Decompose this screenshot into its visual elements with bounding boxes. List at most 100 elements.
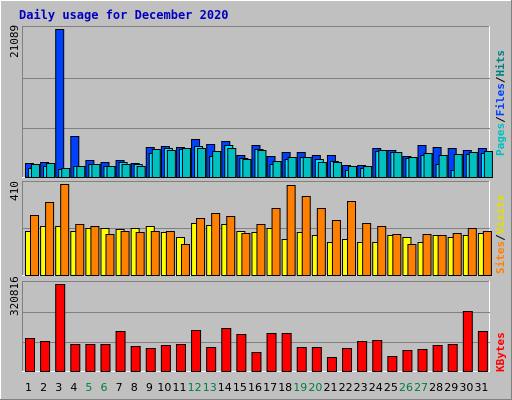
x-tick-day-10: 10: [157, 381, 171, 394]
bar-sites-day-16: [256, 224, 266, 276]
x-tick-day-12: 12: [188, 381, 202, 394]
ymax-label-bottom: 320816: [8, 276, 21, 316]
bar-sites-day-13: [211, 213, 221, 276]
x-tick-day-7: 7: [116, 381, 123, 394]
ymax-label-top: 21089: [8, 25, 21, 58]
bar-sites-day-11: [180, 244, 190, 276]
bar-pages-day-15: [242, 159, 252, 178]
bar-kbytes-day-17: [266, 333, 277, 372]
bar-kbytes-day-8: [130, 346, 141, 372]
bar-kbytes-day-16: [251, 352, 262, 372]
bar-sites-day-19: [301, 196, 311, 276]
x-tick-day-9: 9: [146, 381, 153, 394]
x-tick-day-31: 31: [474, 381, 488, 394]
bar-sites-day-2: [45, 202, 55, 276]
bar-sites-day-31: [482, 231, 492, 276]
x-tick-day-21: 21: [323, 381, 337, 394]
bar-sites-day-12: [196, 218, 206, 276]
bar-kbytes-day-6: [100, 344, 111, 372]
bar-pages-day-12: [197, 148, 207, 178]
bar-kbytes-day-22: [342, 348, 353, 372]
hits-files-pages-panel: [22, 26, 493, 178]
bar-sites-day-3: [60, 184, 70, 276]
legend-middle: Sites/Visits: [494, 195, 507, 275]
legend-sites: Sites: [494, 241, 507, 274]
kbytes-panel: [22, 281, 490, 372]
chart-title: Daily usage for December 2020: [19, 8, 229, 22]
bar-pages-day-11: [181, 148, 191, 178]
x-tick-day-19: 19: [293, 381, 307, 394]
bar-kbytes-day-3: [55, 284, 66, 372]
bar-kbytes-day-19: [296, 347, 307, 372]
bar-kbytes-day-12: [191, 330, 202, 372]
bar-sites-day-15: [241, 233, 251, 276]
x-tick-day-15: 15: [233, 381, 247, 394]
bar-pages-day-18: [287, 157, 297, 178]
ymax-label-middle: 410: [8, 181, 21, 201]
bar-sites-day-21: [331, 220, 341, 276]
bar-sites-day-24: [377, 226, 387, 276]
bar-pages-day-8: [136, 166, 146, 178]
bar-pages-day-21: [332, 162, 342, 178]
bar-sites-day-30: [467, 228, 477, 276]
bar-pages-day-27: [423, 153, 433, 178]
bar-pages-day-23: [363, 166, 373, 178]
visits-sites-panel: [22, 181, 492, 276]
bar-kbytes-day-4: [70, 344, 81, 372]
bar-kbytes-day-31: [477, 331, 488, 372]
bar-kbytes-day-25: [387, 356, 398, 372]
bar-pages-day-29: [453, 154, 463, 178]
bar-kbytes-day-11: [175, 344, 186, 372]
bar-sites-day-17: [271, 208, 281, 276]
bar-pages-day-9: [151, 149, 161, 178]
bar-pages-day-17: [272, 161, 282, 178]
bar-pages-day-6: [106, 166, 116, 178]
x-tick-day-29: 29: [444, 381, 458, 394]
bar-pages-day-16: [257, 150, 267, 178]
bar-sites-day-25: [392, 234, 402, 276]
bar-kbytes-day-9: [145, 348, 156, 372]
bar-pages-day-13: [212, 151, 222, 178]
bar-sites-day-27: [422, 234, 432, 276]
x-tick-day-14: 14: [218, 381, 232, 394]
bar-kbytes-day-20: [311, 347, 322, 372]
x-tick-day-5: 5: [85, 381, 92, 394]
bar-kbytes-day-13: [206, 347, 217, 372]
legend-sep-1: /: [494, 116, 507, 123]
x-tick-day-25: 25: [384, 381, 398, 394]
x-tick-labels: 1 2 3 4 5 6 7 8 9 10 11 12 13 14 15 16 17 18 19 20 21 22 23 24 2…: [25, 381, 488, 394]
bar-kbytes-day-1: [25, 338, 35, 372]
bar-kbytes-day-24: [372, 340, 383, 372]
x-tick-day-23: 23: [354, 381, 368, 394]
bar-pages-day-14: [227, 148, 237, 178]
x-tick-day-16: 16: [248, 381, 262, 394]
bar-sites-day-26: [407, 244, 417, 276]
legend-files: Files: [494, 83, 507, 116]
bar-sites-day-29: [452, 233, 462, 276]
legend-sep-2: /: [494, 76, 507, 83]
bar-sites-day-28: [437, 235, 447, 276]
bar-pages-day-20: [317, 162, 327, 178]
bar-kbytes-day-5: [85, 344, 96, 372]
x-tick-day-13: 13: [203, 381, 217, 394]
bar-pages-day-10: [166, 150, 176, 178]
bar-pages-day-4: [76, 166, 86, 178]
bar-pages-day-24: [378, 150, 388, 178]
bar-sites-day-14: [226, 216, 236, 276]
bar-pages-day-7: [121, 164, 131, 178]
bar-sites-day-1: [30, 215, 39, 276]
x-tick-day-3: 3: [55, 381, 62, 394]
bar-pages-day-2: [46, 163, 56, 178]
legend-hits: Hits: [494, 50, 507, 77]
legend-sep-3: /: [494, 234, 507, 241]
bar-kbytes-day-7: [115, 331, 126, 372]
bar-kbytes-day-28: [432, 345, 443, 372]
bar-sites-day-22: [347, 201, 357, 276]
bar-sites-day-7: [120, 231, 130, 276]
x-tick-day-1: 1: [25, 381, 32, 394]
bar-kbytes-day-18: [281, 333, 292, 372]
legend-pages: Pages: [494, 123, 507, 156]
x-tick-day-22: 22: [339, 381, 353, 394]
bar-pages-day-5: [91, 164, 101, 178]
